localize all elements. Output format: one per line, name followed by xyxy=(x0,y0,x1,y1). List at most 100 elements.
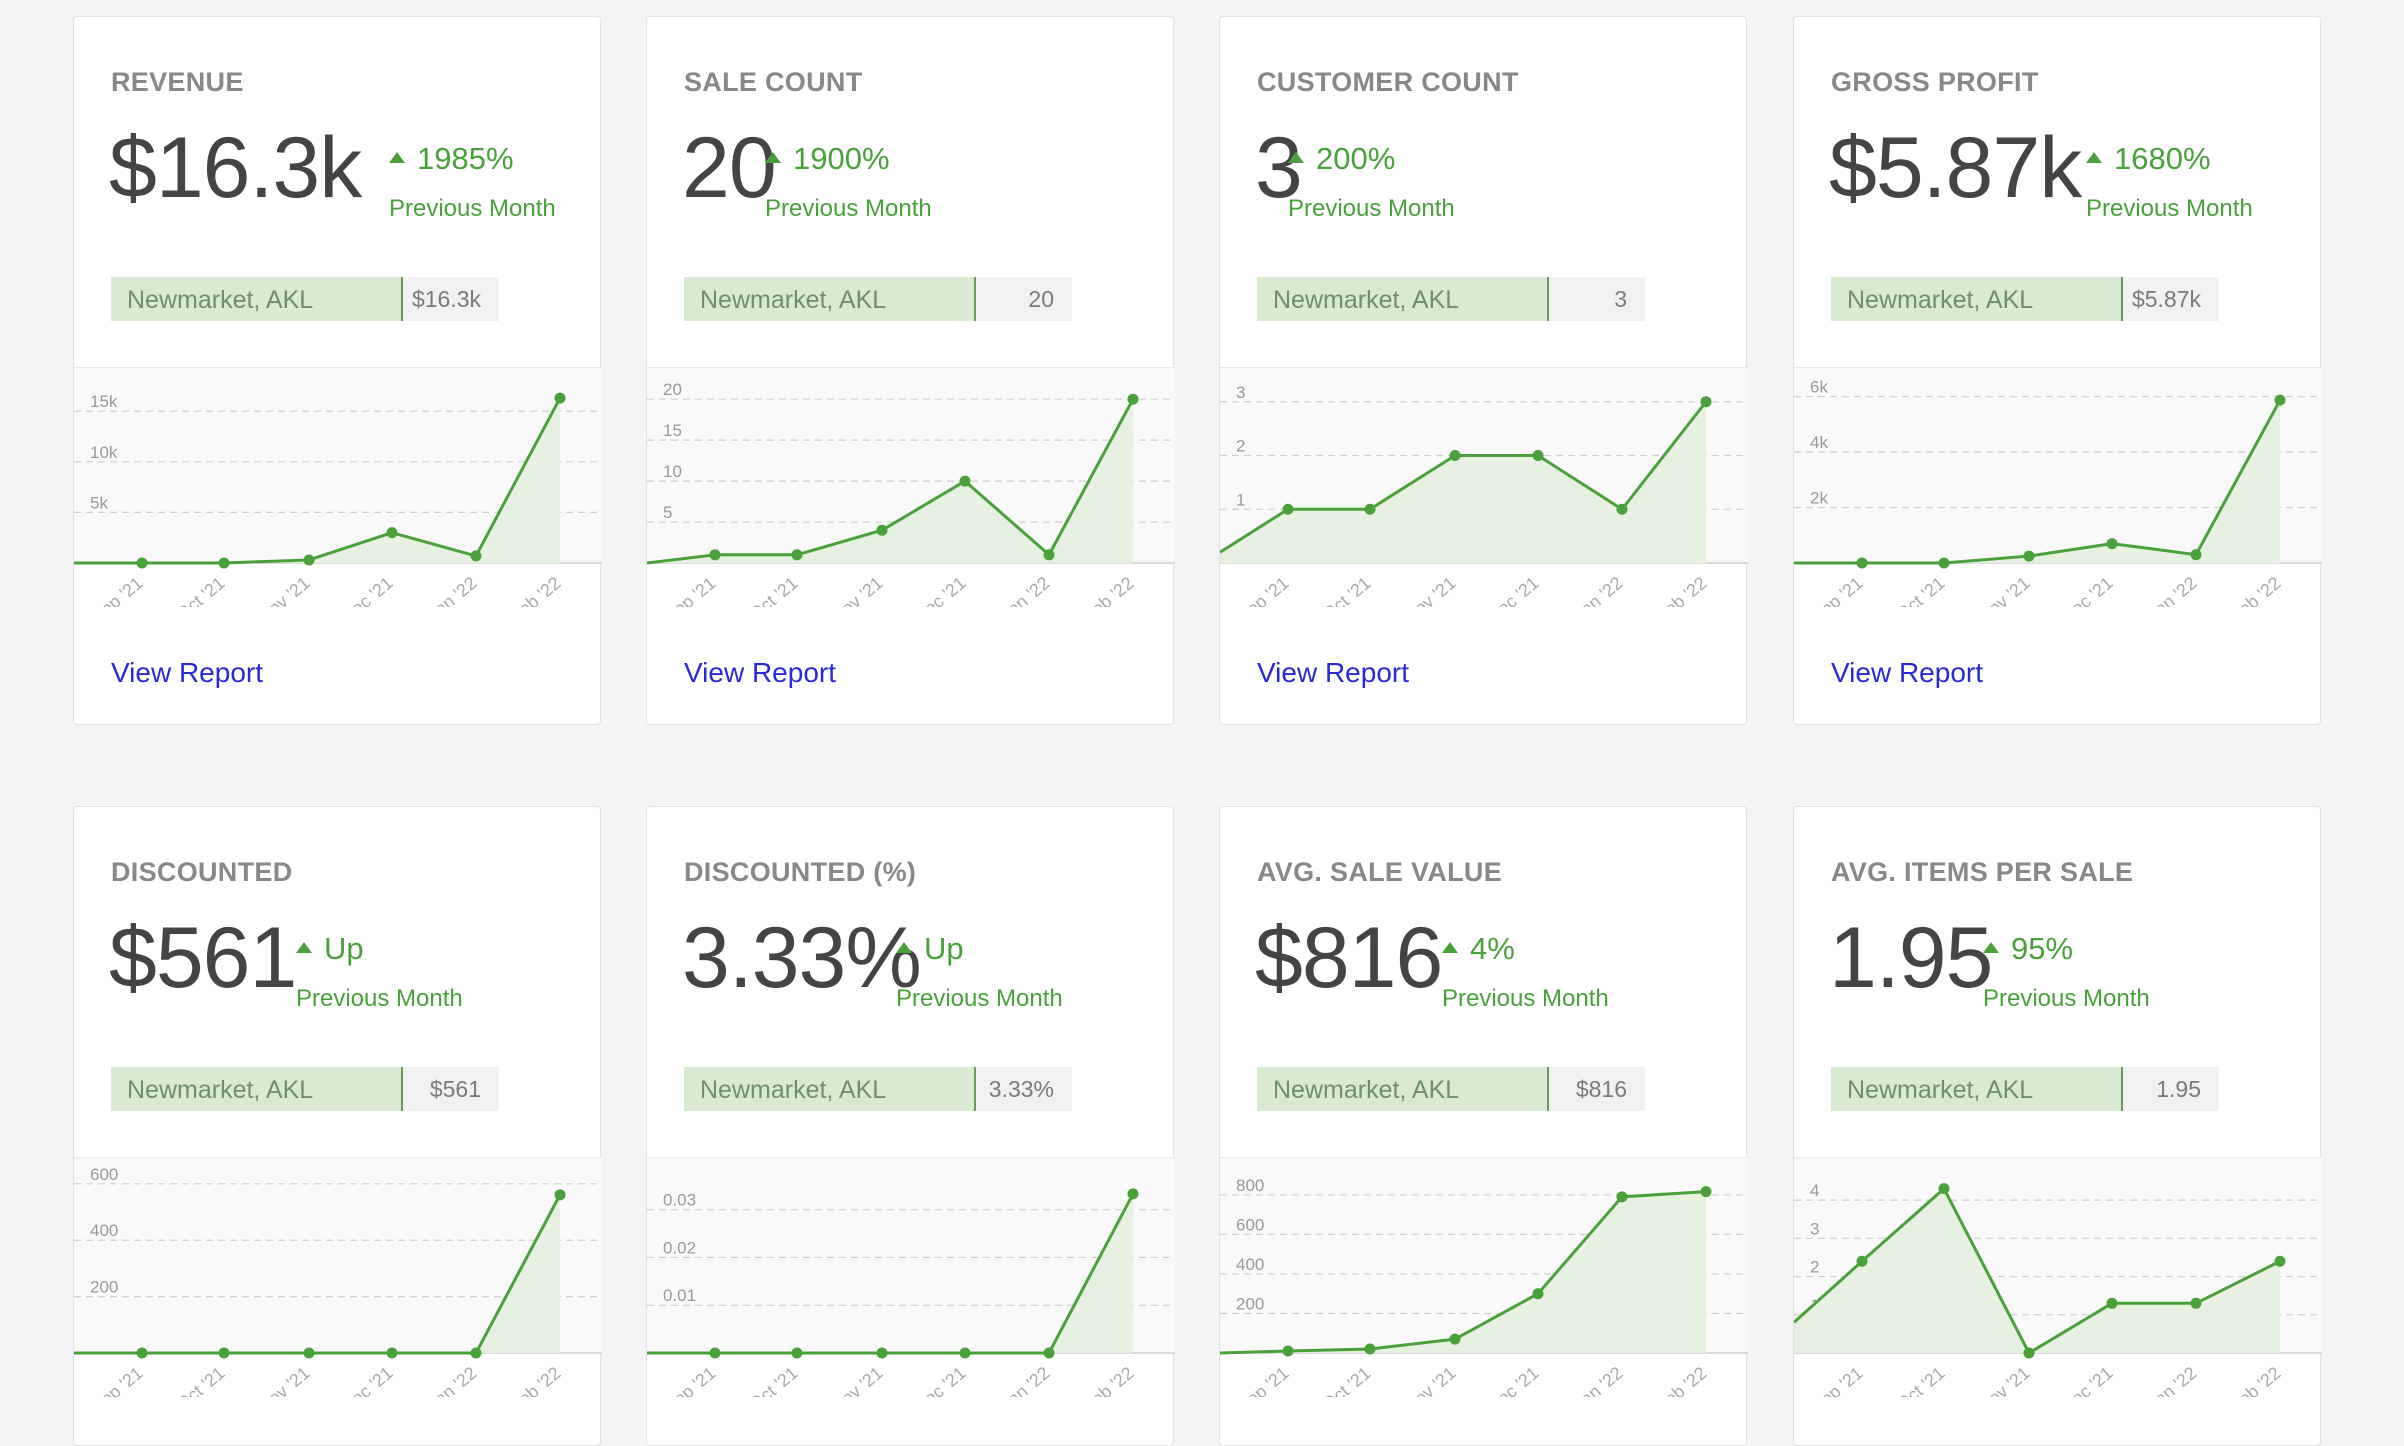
triangle-up-icon xyxy=(389,152,405,163)
data-point xyxy=(218,1347,230,1359)
data-point xyxy=(1364,1343,1376,1355)
data-point xyxy=(876,524,888,536)
x-tick-label: Jan '22 xyxy=(424,573,481,607)
metric-value: 1.95 xyxy=(1829,910,1993,1006)
view-report-link[interactable]: View Report xyxy=(1831,657,1984,688)
data-point xyxy=(303,1347,315,1359)
data-point xyxy=(1282,1345,1294,1357)
change-value: 1680% xyxy=(2114,141,2211,176)
y-tick-label: 600 xyxy=(1236,1215,1264,1234)
x-tick-label: Feb '22 xyxy=(2226,1363,2284,1397)
x-tick-label: Nov '21 xyxy=(827,573,886,607)
location-name: Newmarket, AKL xyxy=(127,1076,314,1104)
x-tick-label: Sep '21 xyxy=(660,573,719,607)
x-tick-label: Sep '21 xyxy=(87,1363,146,1397)
y-tick-label: 10k xyxy=(90,443,118,462)
y-tick-label: 5k xyxy=(90,493,108,512)
location-bar xyxy=(1831,1067,2123,1111)
metric-value: 3 xyxy=(1255,120,1303,216)
area-fill xyxy=(74,398,560,563)
location-breakdown: Newmarket, AKL $16.3k xyxy=(111,277,499,321)
data-point xyxy=(1449,1333,1461,1345)
y-tick-label: 400 xyxy=(1236,1255,1264,1274)
y-tick-label: 4k xyxy=(1810,433,1828,452)
location-breakdown: Newmarket, AKL $561 xyxy=(111,1067,499,1111)
x-tick-label: Nov '21 xyxy=(254,1363,313,1397)
change-indicator: 1985% xyxy=(389,141,514,177)
location-breakdown: Newmarket, AKL 1.95 xyxy=(1831,1067,2219,1111)
y-tick-label: 2 xyxy=(1236,437,1245,456)
location-name: Newmarket, AKL xyxy=(1273,1076,1460,1104)
data-point xyxy=(791,1347,803,1359)
change-value: Up xyxy=(924,931,964,966)
location-breakdown: Newmarket, AKL $5.87k xyxy=(1831,277,2219,321)
data-point xyxy=(303,554,315,566)
card-title: CUSTOMER COUNT xyxy=(1257,67,1519,97)
triangle-up-icon xyxy=(1983,942,1999,953)
data-point xyxy=(1938,557,1950,569)
data-point xyxy=(2274,394,2286,406)
change-indicator: 1680% xyxy=(2086,141,2211,177)
x-tick-label: Sep '21 xyxy=(1807,1363,1866,1397)
comparison-period: Previous Month xyxy=(1288,195,1455,222)
metric-card-sale-count: SALE COUNT 20 1900% Previous Month Newma… xyxy=(646,16,1175,725)
view-report-link[interactable]: View Report xyxy=(684,657,837,688)
location-name: Newmarket, AKL xyxy=(700,1076,887,1104)
x-tick-label: Feb '22 xyxy=(1079,573,1137,607)
change-value: 95% xyxy=(2011,931,2074,966)
location-value: 1.95 xyxy=(2156,1076,2201,1102)
x-tick-label: Feb '22 xyxy=(1079,1363,1137,1397)
x-tick-label: Dec '21 xyxy=(2057,573,2116,607)
data-point xyxy=(136,1347,148,1359)
data-point xyxy=(709,549,721,561)
metric-value: 20 xyxy=(682,120,777,216)
card-title: DISCOUNTED (%) xyxy=(684,857,917,887)
metric-value: $816 xyxy=(1255,910,1443,1006)
x-tick-label: Oct '21 xyxy=(172,1363,228,1397)
location-name: Newmarket, AKL xyxy=(700,286,887,314)
data-point xyxy=(2106,538,2118,550)
y-tick-label: 800 xyxy=(1236,1176,1264,1195)
data-point xyxy=(386,1347,398,1359)
change-indicator: Up xyxy=(296,931,364,967)
location-value: $16.3k xyxy=(411,286,481,312)
view-report-link[interactable]: View Report xyxy=(111,657,264,688)
comparison-period: Previous Month xyxy=(1983,985,2150,1012)
y-tick-label: 5 xyxy=(663,503,672,522)
y-tick-label: 200 xyxy=(1236,1294,1264,1313)
card-title: AVG. SALE VALUE xyxy=(1257,857,1503,887)
y-tick-label: 15k xyxy=(90,392,118,411)
x-tick-label: Feb '22 xyxy=(506,1363,564,1397)
location-name: Newmarket, AKL xyxy=(127,286,314,314)
data-point xyxy=(2190,1297,2202,1309)
data-point xyxy=(2106,1297,2118,1309)
data-point xyxy=(791,549,803,561)
data-point xyxy=(386,527,398,539)
y-tick-label: 200 xyxy=(90,1278,118,1297)
data-point xyxy=(470,550,482,562)
x-tick-label: Jan '22 xyxy=(2144,573,2201,607)
x-tick-label: Sep '21 xyxy=(660,1363,719,1397)
triangle-up-icon xyxy=(896,942,912,953)
metric-card-gross-profit: GROSS PROFIT $5.87k 1680% Previous Month… xyxy=(1793,16,2322,725)
change-value: Up xyxy=(324,931,364,966)
data-point xyxy=(1532,1288,1544,1300)
x-tick-label: Jan '22 xyxy=(997,1363,1054,1397)
x-tick-label: Oct '21 xyxy=(745,573,801,607)
card-title: AVG. ITEMS PER SALE xyxy=(1831,857,2134,887)
area-fill xyxy=(1220,401,1706,563)
triangle-up-icon xyxy=(765,152,781,163)
comparison-period: Previous Month xyxy=(2086,195,2253,222)
location-bar xyxy=(111,1067,403,1111)
y-tick-label: 0.01 xyxy=(663,1286,696,1305)
location-name: Newmarket, AKL xyxy=(1847,1076,2034,1104)
x-tick-label: Dec '21 xyxy=(1483,1363,1542,1397)
y-tick-label: 0.03 xyxy=(663,1191,696,1210)
x-tick-label: Nov '21 xyxy=(1400,573,1459,607)
change-indicator: Up xyxy=(896,931,964,967)
x-tick-label: Jan '22 xyxy=(2144,1363,2201,1397)
area-fill xyxy=(1794,400,2280,563)
x-tick-label: Nov '21 xyxy=(827,1363,886,1397)
comparison-period: Previous Month xyxy=(389,195,556,222)
view-report-link[interactable]: View Report xyxy=(1257,657,1410,688)
